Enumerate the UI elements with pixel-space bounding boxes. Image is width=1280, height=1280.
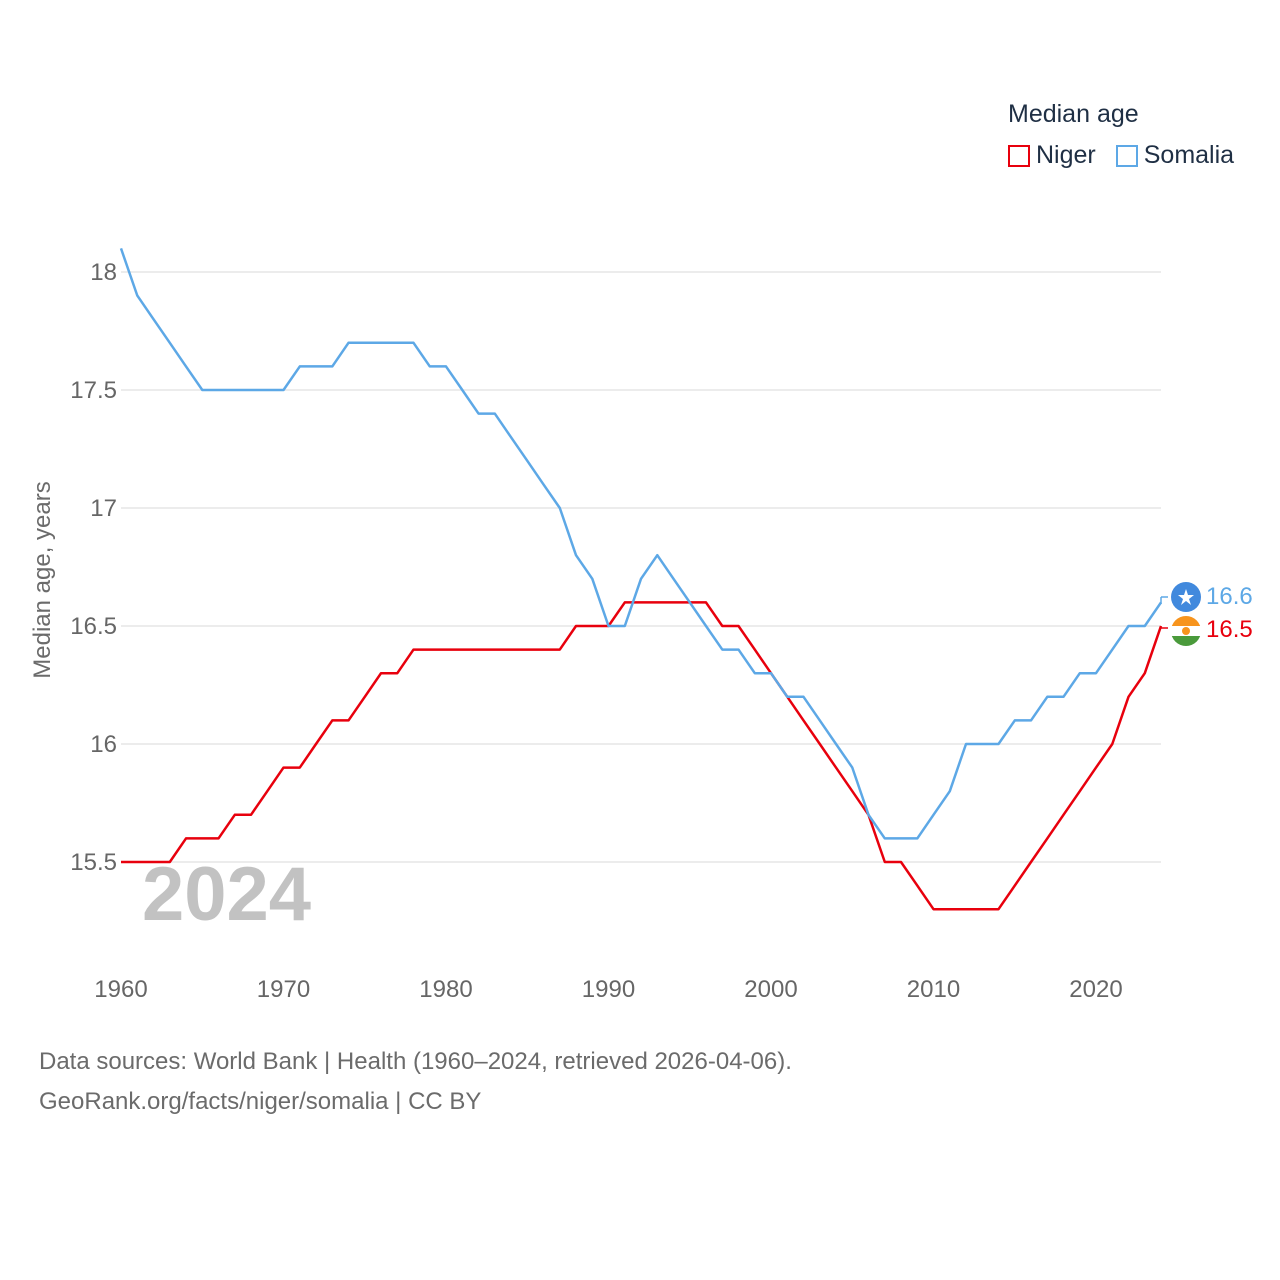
x-tick-1970: 1970: [257, 976, 310, 1003]
x-tick-2020: 2020: [1069, 976, 1122, 1003]
x-tick-2000: 2000: [744, 976, 797, 1003]
y-tick-16.5: 16.5: [70, 613, 117, 640]
y-axis-label: Median age, years: [29, 481, 56, 678]
legend: Median age Niger Somalia: [1008, 100, 1234, 170]
x-tick-2010: 2010: [907, 976, 960, 1003]
year-watermark: 2024: [142, 852, 311, 937]
legend-item-somalia[interactable]: Somalia: [1115, 141, 1235, 170]
x-tick-labels: 1960 1970 1980 1990 2000 2010 2020: [94, 976, 1122, 1003]
somalia-flag-icon: [1171, 582, 1201, 612]
y-tick-labels: 15.5 16 16.5 17 17.5 18: [70, 259, 117, 876]
sources-line-2: GeoRank.org/facts/niger/somalia | CC BY: [39, 1088, 482, 1115]
y-tick-17: 17: [90, 495, 117, 522]
x-tick-1990: 1990: [582, 976, 635, 1003]
somalia-end-value: 16.6: [1206, 583, 1253, 610]
niger-flag-icon: [1171, 616, 1201, 646]
sources-line-1: Data sources: World Bank | Health (1960–…: [39, 1048, 792, 1075]
series-line-niger: [121, 601, 1163, 911]
niger-swatch-icon: [1008, 144, 1030, 167]
legend-item-niger[interactable]: Niger: [1008, 141, 1096, 170]
y-tick-17.5: 17.5: [70, 377, 117, 404]
somalia-swatch-icon: [1115, 144, 1138, 167]
data-sources: Data sources: World Bank | Health (1960–…: [39, 1042, 792, 1122]
x-tick-1980: 1980: [419, 976, 472, 1003]
y-tick-15.5: 15.5: [70, 849, 117, 876]
y-tick-18: 18: [90, 259, 117, 286]
x-tick-1960: 1960: [94, 976, 147, 1003]
legend-title: Median age: [1008, 100, 1139, 128]
series-lines: [119, 247, 1163, 911]
series-line-somalia: [119, 247, 1163, 840]
y-tick-16: 16: [90, 731, 117, 758]
grid-lines: [121, 271, 1161, 863]
legend-label-niger: Niger: [1036, 141, 1096, 169]
legend-label-somalia: Somalia: [1143, 141, 1235, 169]
niger-end-value: 16.5: [1206, 616, 1253, 643]
